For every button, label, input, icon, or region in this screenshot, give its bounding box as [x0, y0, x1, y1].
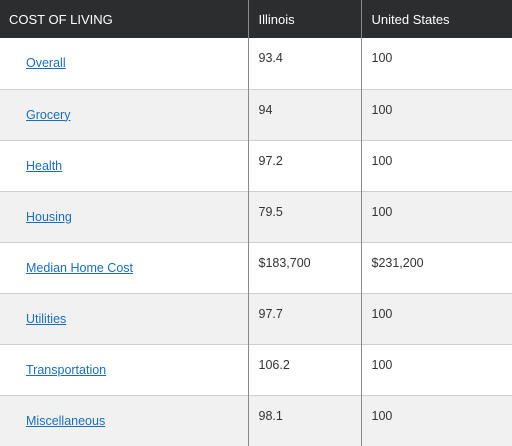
illinois-value: 93.4	[248, 38, 362, 89]
category-link-miscellaneous[interactable]: Miscellaneous	[26, 413, 106, 428]
category-cell: Miscellaneous	[0, 394, 249, 446]
us-value: 100	[361, 292, 512, 344]
category-link-transportation[interactable]: Transportation	[26, 362, 107, 377]
header-cost-of-living: COST OF LIVING	[0, 0, 249, 38]
category-link-overall[interactable]: Overall	[26, 56, 66, 71]
category-link-housing[interactable]: Housing	[26, 209, 72, 224]
illinois-value: 98.1	[248, 394, 362, 446]
us-value: 100	[361, 394, 512, 446]
table-header: COST OF LIVING Illinois United States	[0, 0, 512, 38]
us-value: 100	[361, 88, 512, 140]
illinois-value: 97.7	[248, 292, 362, 344]
category-cell: Grocery	[0, 88, 249, 140]
category-cell: Transportation	[0, 343, 249, 395]
table-row: Utilities 97.7 100	[0, 292, 512, 344]
category-link-median-home-cost[interactable]: Median Home Cost	[26, 260, 133, 275]
us-value: 100	[361, 38, 512, 89]
header-row: COST OF LIVING Illinois United States	[0, 0, 512, 38]
illinois-value: $183,700	[248, 241, 362, 293]
category-cell: Utilities	[0, 292, 249, 344]
table-body: Overall 93.4 100 Grocery 94 100 Health 9…	[0, 38, 512, 446]
illinois-value: 97.2	[248, 139, 362, 191]
category-cell: Health	[0, 139, 249, 191]
illinois-value: 94	[248, 88, 362, 140]
category-cell: Median Home Cost	[0, 241, 249, 293]
table-row: Grocery 94 100	[0, 88, 512, 140]
table-row: Miscellaneous 98.1 100	[0, 394, 512, 446]
category-cell: Overall	[0, 38, 249, 89]
header-illinois: Illinois	[248, 0, 362, 38]
header-united-states: United States	[361, 0, 512, 38]
us-value: $231,200	[361, 241, 512, 293]
table-row: Median Home Cost $183,700 $231,200	[0, 241, 512, 293]
category-cell: Housing	[0, 190, 249, 242]
illinois-value: 79.5	[248, 190, 362, 242]
us-value: 100	[361, 343, 512, 395]
illinois-value: 106.2	[248, 343, 362, 395]
table-row: Overall 93.4 100	[0, 38, 512, 89]
category-link-grocery[interactable]: Grocery	[26, 107, 71, 122]
table-row: Health 97.2 100	[0, 139, 512, 191]
table-row: Transportation 106.2 100	[0, 343, 512, 395]
us-value: 100	[361, 190, 512, 242]
us-value: 100	[361, 139, 512, 191]
table-row: Housing 79.5 100	[0, 190, 512, 242]
category-link-utilities[interactable]: Utilities	[26, 311, 67, 326]
category-link-health[interactable]: Health	[26, 158, 63, 173]
